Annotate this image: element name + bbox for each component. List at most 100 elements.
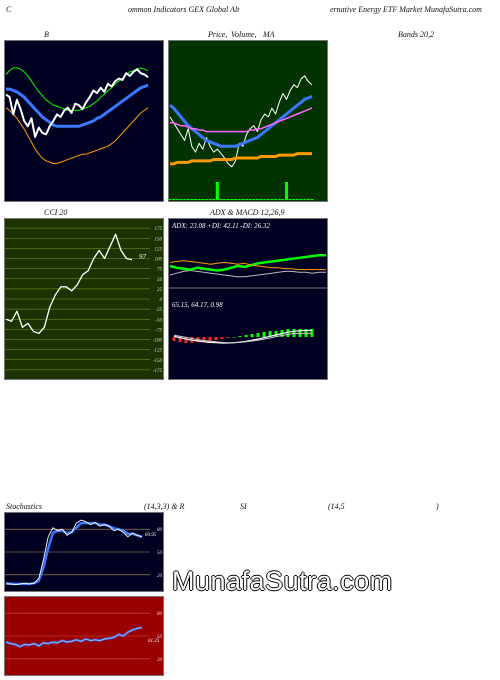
volume-bar <box>292 199 296 200</box>
volume-bar <box>241 199 245 200</box>
volume-bar <box>175 199 179 200</box>
cci-chart: 175 150 125 100 75 50 25 0 -25 -50 -75 -100 -125 -150… <box>4 218 164 380</box>
volume-bar <box>270 199 274 200</box>
volume-bar <box>215 182 219 200</box>
volume-bar <box>255 199 259 200</box>
cci-tick-label: 175 <box>155 227 163 232</box>
price-volume-ma-chart <box>168 40 328 202</box>
cci-tick-label: 0 <box>160 298 163 303</box>
cci-tick-label: 25 <box>157 288 163 293</box>
volume-bar <box>299 199 303 200</box>
volume-title: Volume, <box>231 30 257 39</box>
volume-bar <box>197 199 201 200</box>
bollinger-middle-line <box>6 83 149 128</box>
adx-plus_di-line <box>169 253 326 272</box>
volume-bar <box>303 199 307 200</box>
header-c: C <box>6 5 12 14</box>
volume-bar <box>237 199 241 200</box>
adx-readout: ADX: 23.08 +DI: 42.11 -DI: 26.32 <box>171 222 270 230</box>
volume-bar <box>212 199 216 200</box>
cci-tick-label: -100 <box>153 339 163 344</box>
stoch-tick-label: 80 <box>157 528 163 533</box>
cci-tick-label: -75 <box>155 328 162 333</box>
cci-tick-label: 125 <box>155 247 163 252</box>
rsi-title: SI <box>240 502 247 511</box>
macd-histogram-bar <box>274 331 278 337</box>
volume-bar <box>295 199 299 200</box>
cci-tick-label: -125 <box>153 349 163 354</box>
rsi-tick-label: 20 <box>157 658 163 663</box>
rsi-params: (14,5 <box>328 502 345 511</box>
macd-signal-line <box>173 332 313 344</box>
price-ma_long-line <box>170 152 312 166</box>
rsi-params-close: ) <box>436 502 439 511</box>
volume-bar <box>204 199 208 200</box>
volume-bar <box>281 199 285 200</box>
volume-bar <box>285 182 289 200</box>
volume-bar <box>310 199 314 200</box>
macd-histogram-bar <box>256 333 260 337</box>
bollinger-close-line <box>5 68 149 138</box>
macd-histogram-bar <box>238 336 242 337</box>
cci-tick-label: -175 <box>153 369 163 374</box>
volume-bar <box>186 199 190 200</box>
cci-tick-label: 50 <box>157 278 163 283</box>
volume-bar <box>183 199 187 200</box>
volume-bar <box>201 199 205 200</box>
macd-histogram-bar <box>208 337 212 341</box>
price-title: Price, <box>208 30 228 39</box>
macd-histogram-bar <box>232 337 236 338</box>
volume-bar <box>234 199 238 200</box>
bands-title: Bands 20,2 <box>398 30 434 39</box>
rsi-tick-label: 80 <box>157 612 163 617</box>
volume-bar <box>190 199 194 200</box>
volume-bar <box>230 199 234 200</box>
volume-bar <box>306 199 310 200</box>
macd-readout: 65.15, 64.17, 0.98 <box>172 301 223 309</box>
rsi-value-label: 61.23 <box>148 639 160 644</box>
bollinger-frame <box>4 40 164 202</box>
volume-bar <box>223 199 227 200</box>
cci-tick-label: 150 <box>155 237 163 242</box>
price-ma_mid-line <box>170 107 313 133</box>
macd-histogram-bar <box>202 337 206 342</box>
volume-bar <box>277 199 281 200</box>
cci-tick-label: -150 <box>153 359 163 364</box>
volume-bar <box>172 199 176 200</box>
volume-bar <box>274 199 278 200</box>
volume-bar <box>263 199 267 200</box>
macd-histogram-bar <box>262 332 266 337</box>
volume-bar <box>193 199 197 200</box>
macd-histogram-bar <box>184 337 188 343</box>
volume-bar <box>266 199 270 200</box>
stoch-k-line <box>6 519 143 586</box>
bollinger-title: B <box>44 30 49 39</box>
stoch-value-label: 69.95 <box>145 533 157 538</box>
macd-histogram-bar <box>226 337 230 338</box>
cci-value-label: 97 <box>139 253 147 261</box>
rsi-thin-line <box>5 627 143 647</box>
cci-tick-label: -25 <box>155 308 162 313</box>
volume-bar <box>259 199 263 200</box>
volume-bar <box>179 199 183 200</box>
macd-histogram-bar <box>244 335 248 337</box>
volume-bar <box>248 199 252 200</box>
cci-tick-label: 75 <box>157 268 163 273</box>
header-title-part1: ommon Indicators GEX Global Alt <box>128 5 240 14</box>
macd-histogram-bar <box>268 331 272 337</box>
ma-title: MA <box>263 30 275 39</box>
rsi-chart: 80 50 20 61.23 <box>4 596 164 676</box>
cci-line <box>5 233 133 335</box>
stoch-title: Stochastics <box>6 502 42 511</box>
adx-macd-title: ADX & MACD 12,26,9 <box>210 208 285 217</box>
adx-adx-line <box>169 270 326 278</box>
price-frame <box>168 40 328 202</box>
stoch-tick-label: 20 <box>157 574 163 579</box>
adx-macd-frame <box>168 218 328 380</box>
volume-bar <box>288 199 292 200</box>
volume-bar <box>168 199 172 200</box>
macd-histogram-bar <box>172 337 176 341</box>
volume-bar <box>252 199 256 200</box>
bollinger-chart <box>4 40 164 202</box>
volume-bar <box>226 199 230 200</box>
